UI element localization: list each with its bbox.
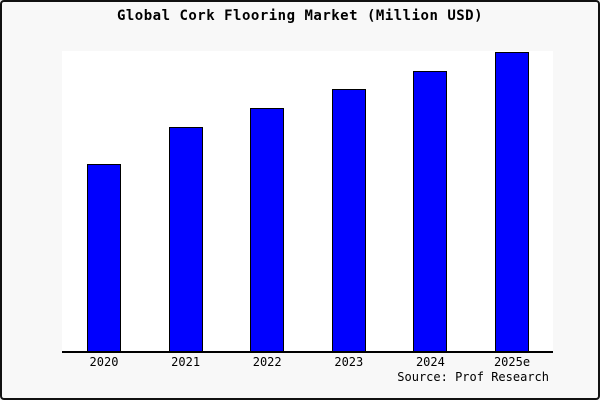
x-axis-labels: 2020 2021 2022 2023 2024 2025e — [62, 355, 553, 371]
bar-2023 — [331, 89, 366, 351]
x-tick-2020: 2020 — [89, 355, 119, 369]
bar-2024 — [413, 71, 448, 351]
bar-2020 — [87, 164, 121, 351]
x-tick-2025e: 2025e — [493, 355, 531, 369]
bar-2022 — [250, 108, 285, 351]
x-tick-2021: 2021 — [171, 355, 201, 369]
plot-area — [62, 51, 553, 353]
x-tick-2022: 2022 — [252, 355, 282, 369]
x-tick-2024: 2024 — [415, 355, 445, 369]
source-text: Source: Prof Research — [397, 370, 549, 384]
bar-2021 — [168, 127, 203, 351]
bar-2025e — [495, 52, 529, 351]
chart-title: Global Cork Flooring Market (Million USD… — [116, 8, 484, 24]
x-tick-2023: 2023 — [334, 355, 364, 369]
